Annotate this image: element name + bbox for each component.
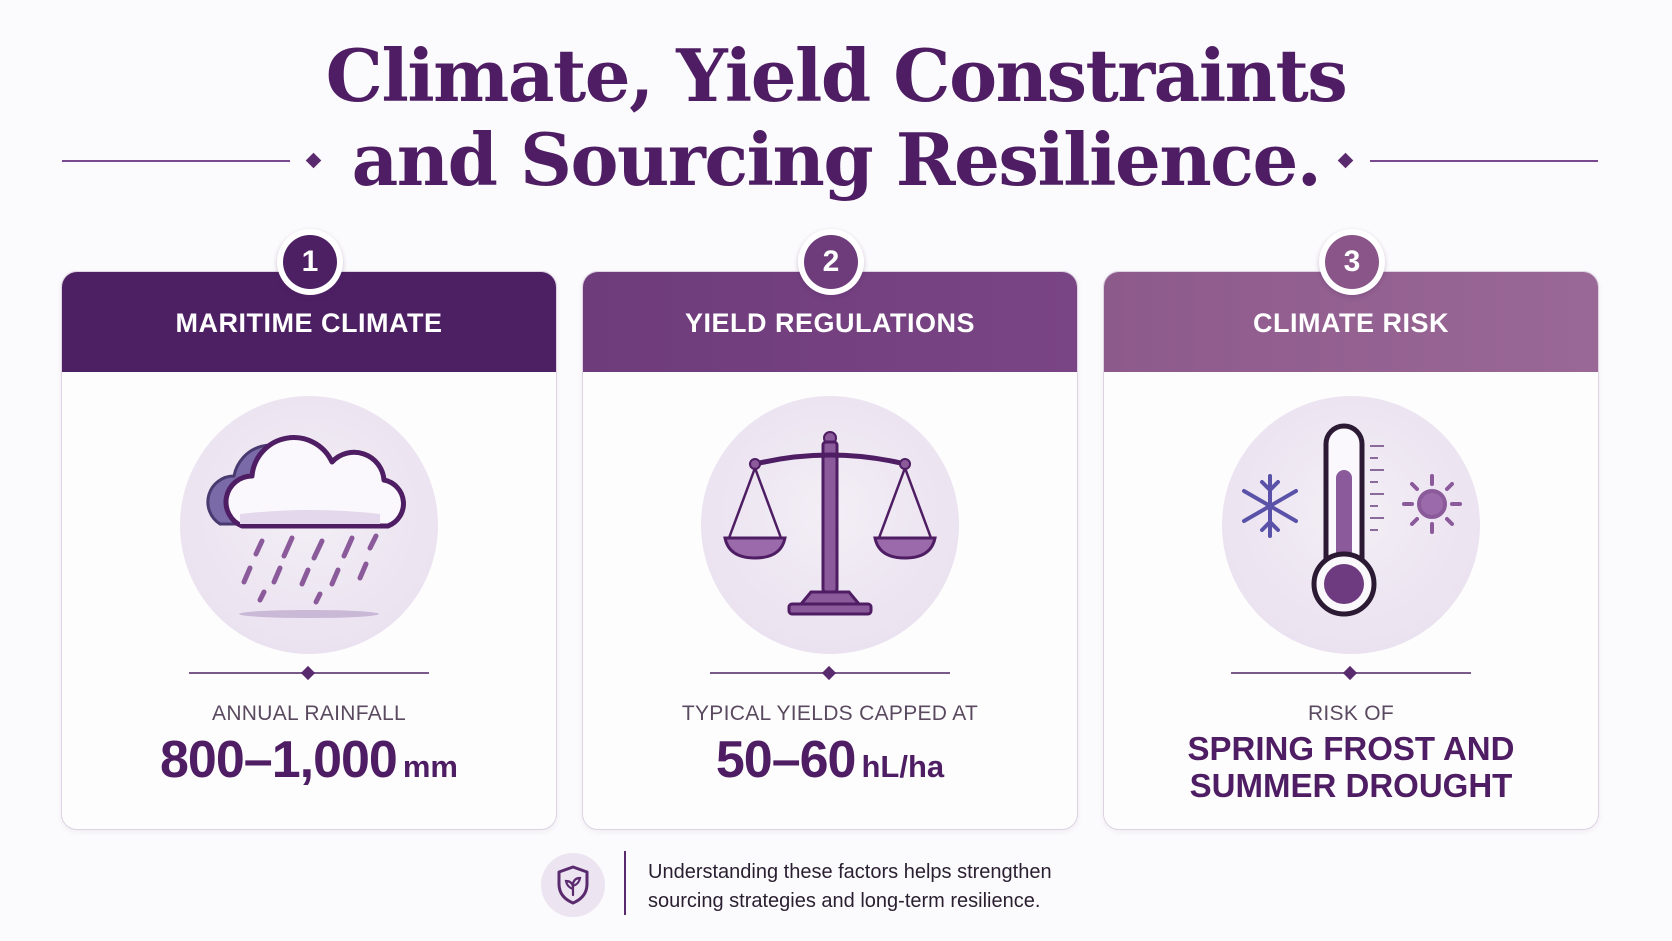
rain-cloud-icon — [206, 435, 406, 618]
step-number-1: 1 — [283, 235, 337, 289]
page-title: Climate, Yield Constraints and Sourcing … — [0, 34, 1672, 202]
step-badge-1: 1 — [277, 229, 343, 295]
card-heading: CLIMATE RISK — [1104, 272, 1598, 372]
rainfall-unit: mm — [402, 749, 458, 784]
card-climate-risk: CLIMATE RISK — [1103, 271, 1599, 830]
divider-diamond — [300, 665, 316, 681]
footer-separator — [624, 851, 626, 915]
card-value: 50–60 hL/ha — [583, 730, 1077, 790]
card-label: TYPICAL YIELDS CAPPED AT — [681, 702, 979, 725]
step-badge-2: 2 — [798, 229, 864, 295]
card-yield-regulations: YIELD REGULATIONS TYPICAL YIELDS CAPPED … — [582, 271, 1078, 830]
thermometer-icon — [1242, 423, 1462, 617]
yield-value: 50–60 — [715, 731, 857, 789]
step-number-3: 3 — [1325, 235, 1379, 289]
title-rule-right — [1370, 160, 1598, 162]
title-line-2: and Sourcing Resilience. — [351, 117, 1322, 202]
footer-line-2: sourcing strategies and long-term resili… — [648, 890, 1041, 912]
risk-line-2: SUMMER DROUGHT — [1189, 767, 1513, 804]
snowflake-icon — [1242, 474, 1298, 538]
footer-icon-backdrop — [541, 853, 605, 917]
icon-backdrop — [1222, 396, 1480, 654]
step-number-2: 2 — [804, 235, 858, 289]
card-label: RISK OF — [1307, 702, 1395, 725]
title-rule-left — [62, 160, 290, 162]
shield-leaf-icon — [557, 865, 589, 905]
card-label: ANNUAL RAINFALL — [212, 702, 406, 725]
yield-unit: hL/ha — [861, 749, 945, 784]
icon-backdrop — [701, 396, 959, 654]
card-value: SPRING FROST AND SUMMER DROUGHT — [1104, 730, 1598, 804]
card-heading: YIELD REGULATIONS — [583, 272, 1077, 372]
card-maritime-climate: MARITIME CLIMATE ANNUAL RA — [61, 271, 557, 830]
divider-diamond — [1342, 665, 1358, 681]
title-line-1: Climate, Yield Constraints — [325, 33, 1348, 118]
risk-line-1: SPRING FROST AND — [1187, 730, 1515, 767]
icon-backdrop — [180, 396, 438, 654]
step-badge-3: 3 — [1319, 229, 1385, 295]
rainfall-value: 800–1,000 — [160, 731, 398, 789]
footer-note: Understanding these factors helps streng… — [648, 858, 1052, 916]
sun-icon — [1402, 474, 1462, 534]
divider-diamond — [821, 665, 837, 681]
balance-scale-icon — [723, 431, 937, 616]
card-value: 800–1,000 mm — [62, 730, 556, 790]
footer-line-1: Understanding these factors helps streng… — [648, 861, 1052, 883]
